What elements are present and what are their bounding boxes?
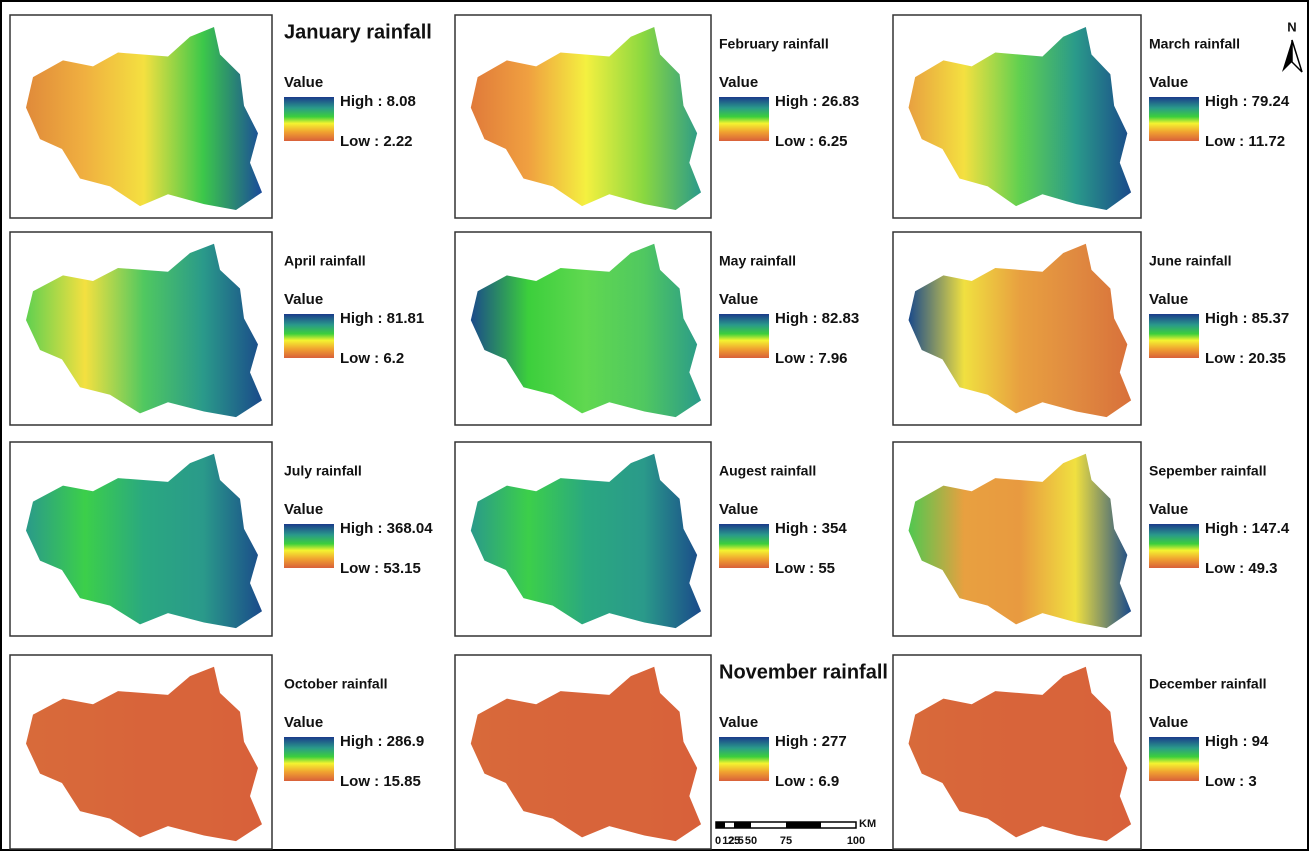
- panel: May rainfall Value High : 82.83 Low : 7.96: [455, 232, 859, 425]
- panel: February rainfall Value High : 26.83 Low : …: [455, 15, 859, 218]
- scale-tick-label: 25: [728, 835, 740, 847]
- legend-low: Low : 15.85: [340, 773, 421, 790]
- scale-tick-label: 75: [780, 835, 792, 847]
- legend-title: Value: [719, 74, 758, 91]
- legend-title: Value: [719, 501, 758, 518]
- north-arrow-right: [1292, 40, 1302, 72]
- legend-ramp: [719, 737, 769, 781]
- panel-title: Augest rainfall: [719, 463, 816, 479]
- legend-high: High : 368.04: [340, 520, 433, 537]
- legend-ramp: [1149, 97, 1199, 141]
- legend-low: Low : 2.22: [340, 133, 413, 150]
- legend-ramp: [284, 314, 334, 358]
- legend-high: High : 8.08: [340, 93, 416, 110]
- figure: January rainfall Value High : 8.08 Low : 2.…: [0, 0, 1309, 851]
- panel: March rainfall Value High : 79.24 Low : 11.…: [893, 15, 1290, 218]
- panel-title: October rainfall: [284, 676, 387, 692]
- legend-title: Value: [1149, 501, 1188, 518]
- legend-low: Low : 3: [1205, 773, 1257, 790]
- north-arrow-left: [1282, 40, 1292, 72]
- legend-high: High : 26.83: [775, 93, 859, 110]
- panel-title: Sepember rainfall: [1149, 463, 1267, 479]
- panels: January rainfall Value High : 8.08 Low : 2.…: [10, 15, 1290, 849]
- scale-bar-segment: [734, 822, 751, 828]
- legend-title: Value: [284, 74, 323, 91]
- scale-bar-segment: [716, 822, 725, 828]
- panel: June rainfall Value High : 85.37 Low : 20.3…: [893, 232, 1289, 425]
- legend-low: Low : 55: [775, 560, 835, 577]
- panel-title: February rainfall: [719, 36, 829, 52]
- legend-low: Low : 53.15: [340, 560, 421, 577]
- legend-ramp: [284, 737, 334, 781]
- legend-title: Value: [719, 714, 758, 731]
- scale-tick-label: 50: [745, 835, 757, 847]
- legend-high: High : 286.9: [340, 733, 424, 750]
- legend-ramp: [719, 524, 769, 568]
- legend-ramp: [1149, 524, 1199, 568]
- legend-high: High : 85.37: [1205, 310, 1289, 327]
- north-arrow: N: [1282, 19, 1302, 72]
- panel: July rainfall Value High : 368.04 Low : 53.…: [10, 442, 433, 636]
- panel-title: July rainfall: [284, 463, 362, 479]
- legend-low: Low : 20.35: [1205, 350, 1286, 367]
- panel-title: April rainfall: [284, 253, 366, 269]
- panel: December rainfall Value High : 94 Low : 3: [893, 655, 1269, 849]
- panel: November rainfall Value High : 277 Low : 6.…: [455, 655, 888, 849]
- legend-title: Value: [284, 714, 323, 731]
- scale-bar-segment: [786, 822, 821, 828]
- legend-low: Low : 49.3: [1205, 560, 1278, 577]
- legend-high: High : 82.83: [775, 310, 859, 327]
- legend-high: High : 354: [775, 520, 847, 537]
- legend-low: Low : 11.72: [1205, 133, 1285, 150]
- legend-title: Value: [1149, 74, 1188, 91]
- panel: April rainfall Value High : 81.81 Low : 6.2: [10, 232, 424, 425]
- panel: January rainfall Value High : 8.08 Low : 2.…: [10, 15, 432, 218]
- legend-ramp: [1149, 314, 1199, 358]
- legend-low: Low : 7.96: [775, 350, 848, 367]
- legend-high: High : 277: [775, 733, 847, 750]
- legend-high: High : 79.24: [1205, 93, 1290, 110]
- legend-high: High : 94: [1205, 733, 1269, 750]
- legend-ramp: [719, 314, 769, 358]
- legend-title: Value: [284, 291, 323, 308]
- legend-high: High : 81.81: [340, 310, 424, 327]
- panel-title: January rainfall: [284, 21, 432, 43]
- legend-ramp: [284, 97, 334, 141]
- panel-title: May rainfall: [719, 253, 796, 269]
- panel-title: March rainfall: [1149, 36, 1240, 52]
- panel-title: November rainfall: [719, 661, 888, 683]
- legend-low: Low : 6.9: [775, 773, 839, 790]
- scale-tick-label: 0: [715, 835, 721, 847]
- scale-tick-label: 100: [847, 835, 865, 847]
- panel: October rainfall Value High : 286.9 Low : 1…: [10, 655, 424, 849]
- legend-low: Low : 6.2: [340, 350, 404, 367]
- legend-low: Low : 6.25: [775, 133, 848, 150]
- panel-title: June rainfall: [1149, 253, 1231, 269]
- north-label: N: [1287, 19, 1296, 34]
- panel-title: December rainfall: [1149, 676, 1267, 692]
- legend-ramp: [719, 97, 769, 141]
- panel: Augest rainfall Value High : 354 Low : 55: [455, 442, 847, 636]
- legend-high: High : 147.4: [1205, 520, 1290, 537]
- legend-ramp: [284, 524, 334, 568]
- legend-title: Value: [1149, 714, 1188, 731]
- legend-title: Value: [1149, 291, 1188, 308]
- panel: Sepember rainfall Value High : 147.4 Low : …: [893, 442, 1290, 636]
- legend-ramp: [1149, 737, 1199, 781]
- legend-title: Value: [719, 291, 758, 308]
- legend-title: Value: [284, 501, 323, 518]
- scale-unit: KM: [859, 818, 876, 830]
